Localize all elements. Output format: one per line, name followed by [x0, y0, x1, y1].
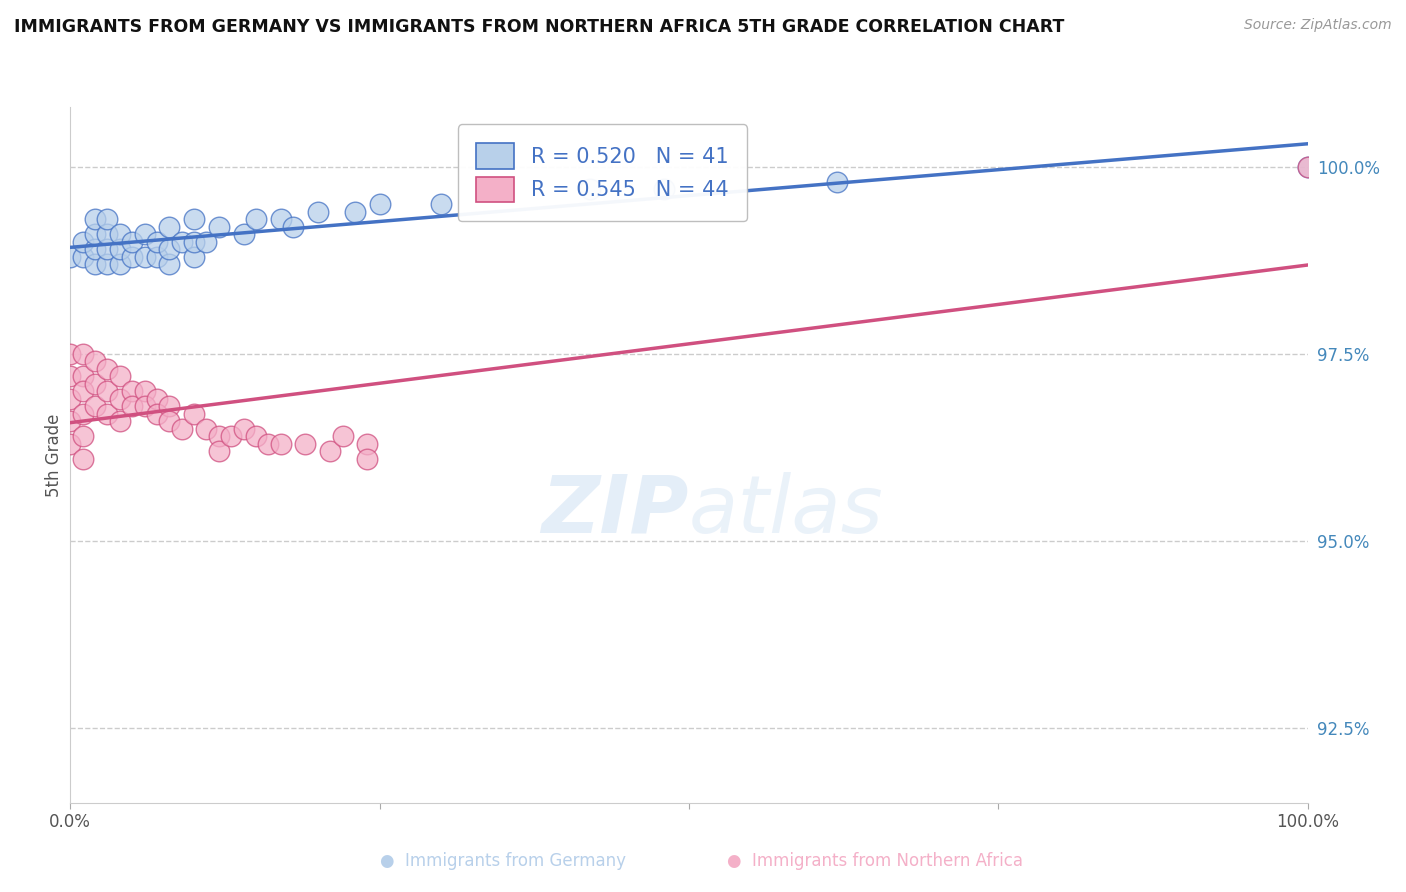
Point — [59, 347, 82, 361]
Text: atlas: atlas — [689, 472, 884, 549]
Point — [146, 407, 169, 421]
Point — [1296, 160, 1319, 174]
Point — [319, 444, 342, 458]
Point — [108, 414, 131, 428]
Point — [72, 451, 94, 466]
Point — [146, 235, 169, 249]
Point — [134, 250, 156, 264]
Point — [59, 414, 82, 428]
Point — [257, 436, 280, 450]
Text: Source: ZipAtlas.com: Source: ZipAtlas.com — [1244, 18, 1392, 32]
Point — [170, 422, 193, 436]
Point — [208, 429, 231, 443]
Point — [84, 212, 107, 227]
Point — [108, 257, 131, 271]
Point — [84, 257, 107, 271]
Point — [72, 250, 94, 264]
Point — [72, 369, 94, 384]
Point — [59, 250, 82, 264]
Point — [96, 257, 118, 271]
Point — [72, 235, 94, 249]
Point — [108, 369, 131, 384]
Point — [232, 227, 254, 242]
Point — [108, 392, 131, 406]
Point — [108, 242, 131, 256]
Point — [84, 354, 107, 368]
Point — [219, 429, 242, 443]
Point — [72, 429, 94, 443]
Point — [356, 451, 378, 466]
Text: ●  Immigrants from Germany: ● Immigrants from Germany — [381, 852, 626, 870]
Y-axis label: 5th Grade: 5th Grade — [45, 413, 63, 497]
Text: ZIP: ZIP — [541, 472, 689, 549]
Point — [96, 242, 118, 256]
Point — [121, 250, 143, 264]
Point — [146, 392, 169, 406]
Point — [245, 212, 267, 227]
Point — [157, 242, 180, 256]
Point — [96, 362, 118, 376]
Point — [356, 436, 378, 450]
Point — [108, 227, 131, 242]
Point — [343, 204, 366, 219]
Point — [96, 212, 118, 227]
Point — [134, 384, 156, 399]
Point — [134, 227, 156, 242]
Point — [59, 392, 82, 406]
Point — [183, 250, 205, 264]
Point — [579, 182, 602, 196]
Text: ●  Immigrants from Northern Africa: ● Immigrants from Northern Africa — [727, 852, 1022, 870]
Point — [208, 219, 231, 234]
Point — [157, 414, 180, 428]
Point — [121, 384, 143, 399]
Point — [84, 242, 107, 256]
Point — [84, 399, 107, 413]
Point — [232, 422, 254, 436]
Point — [134, 399, 156, 413]
Point — [827, 175, 849, 189]
Point — [59, 369, 82, 384]
Point — [307, 204, 329, 219]
Point — [96, 407, 118, 421]
Point — [157, 257, 180, 271]
Point — [652, 182, 675, 196]
Point — [170, 235, 193, 249]
Point — [270, 436, 292, 450]
Point — [121, 399, 143, 413]
Point — [195, 235, 218, 249]
Point — [72, 407, 94, 421]
Point — [96, 384, 118, 399]
Point — [121, 235, 143, 249]
Point — [245, 429, 267, 443]
Text: IMMIGRANTS FROM GERMANY VS IMMIGRANTS FROM NORTHERN AFRICA 5TH GRADE CORRELATION: IMMIGRANTS FROM GERMANY VS IMMIGRANTS FR… — [14, 18, 1064, 36]
Point — [294, 436, 316, 450]
Point — [157, 399, 180, 413]
Point — [96, 227, 118, 242]
Legend: R = 0.520   N = 41, R = 0.545   N = 44: R = 0.520 N = 41, R = 0.545 N = 44 — [458, 124, 747, 221]
Point — [59, 436, 82, 450]
Point — [281, 219, 304, 234]
Point — [430, 197, 453, 211]
Point — [183, 212, 205, 227]
Point — [183, 407, 205, 421]
Point — [368, 197, 391, 211]
Point — [157, 219, 180, 234]
Point — [332, 429, 354, 443]
Point — [84, 227, 107, 242]
Point — [208, 444, 231, 458]
Point — [146, 250, 169, 264]
Point — [195, 422, 218, 436]
Point — [1296, 160, 1319, 174]
Point — [183, 235, 205, 249]
Point — [72, 347, 94, 361]
Point — [270, 212, 292, 227]
Point — [72, 384, 94, 399]
Point — [84, 376, 107, 391]
